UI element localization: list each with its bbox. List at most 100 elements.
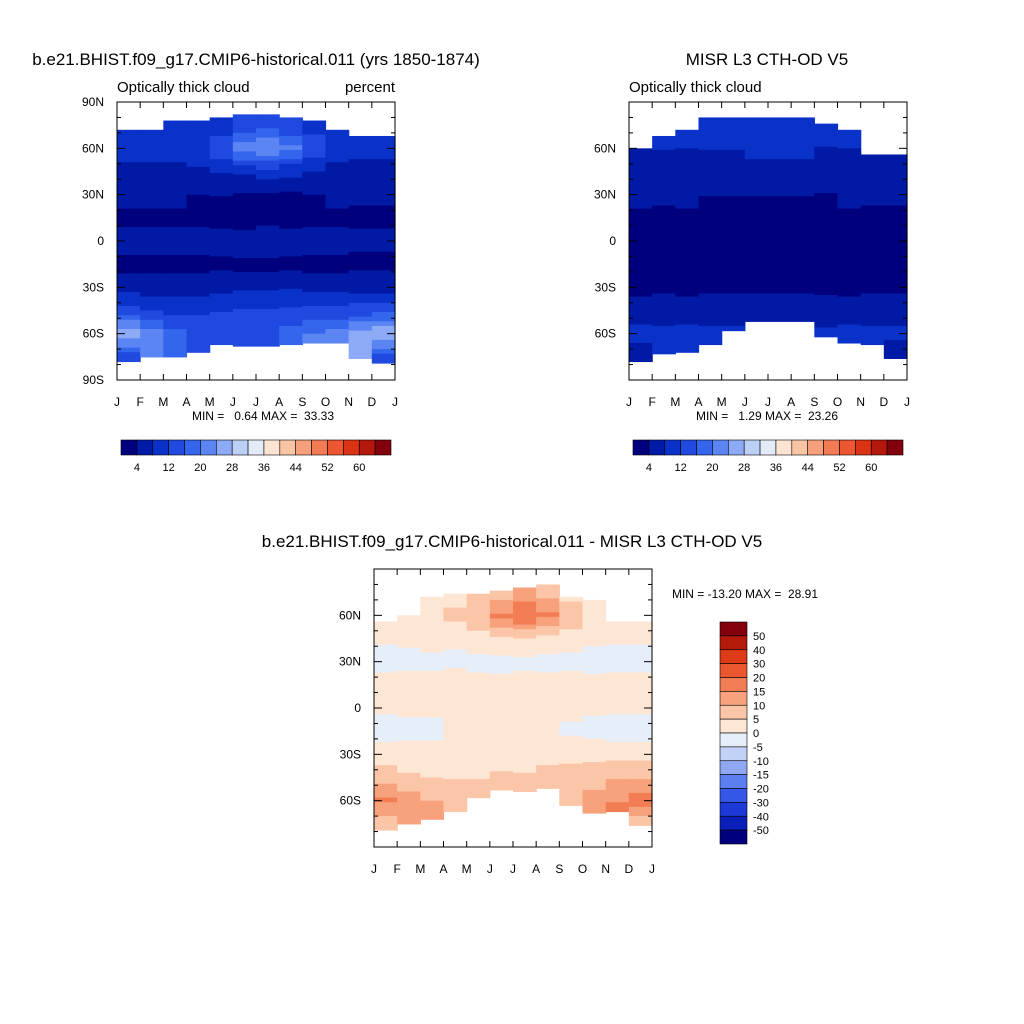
heatmap-cell (513, 782, 537, 788)
heatmap-cell (232, 285, 257, 292)
heatmap-cell (374, 681, 398, 687)
heatmap-cell (348, 330, 373, 336)
heatmap-cell (698, 261, 723, 267)
heatmap-cell (325, 199, 350, 205)
colorbar-swatch (680, 439, 697, 456)
heatmap-cell (489, 641, 514, 647)
heatmap-cell (559, 657, 584, 663)
heatmap-cell (814, 267, 839, 273)
heatmap-cell (163, 134, 188, 140)
heatmap-cell (883, 298, 908, 304)
heatmap-cell (582, 715, 607, 721)
heatmap-cell (420, 791, 445, 797)
panel1-colorbar: 4 12 20 28 36 44 52 60 (120, 439, 392, 474)
heatmap-cell (744, 200, 769, 207)
colorbar-swatch (231, 439, 249, 456)
heatmap-cell (536, 709, 560, 715)
colorbar-swatch (719, 774, 748, 789)
heatmap-cell (302, 180, 327, 186)
heatmap-cell (443, 681, 468, 687)
heatmap-cell (466, 741, 491, 748)
heatmap-cell (302, 171, 327, 177)
heatmap-cell (163, 139, 188, 145)
heatmap-cell (721, 149, 746, 156)
heatmap-cell (371, 149, 396, 156)
heatmap-cell (768, 135, 792, 142)
heatmap-cell (605, 635, 630, 641)
heatmap-cell (140, 171, 164, 177)
heatmap-cell (489, 669, 514, 675)
heatmap-cell (536, 644, 560, 650)
heatmap-cell (536, 649, 560, 655)
heatmap-cell (582, 701, 607, 708)
heatmap-cell (443, 644, 468, 650)
heatmap-cell (443, 658, 468, 664)
heatmap-cell (420, 721, 445, 728)
heatmap-cell (348, 251, 373, 258)
heatmap-cell (513, 615, 537, 621)
heatmap-cell (443, 723, 468, 729)
heatmap-cell (559, 763, 584, 769)
heatmap-cell (605, 741, 630, 748)
heatmap-cell (140, 217, 164, 224)
heatmap-cell (397, 698, 421, 704)
heatmap-cell (371, 140, 396, 146)
heatmap-cell (628, 779, 653, 785)
heatmap-cell (302, 134, 327, 140)
heatmap-cell (698, 233, 723, 239)
heatmap-cell (605, 644, 630, 650)
heatmap-cell (791, 126, 815, 132)
heatmap-cell (397, 680, 421, 686)
heatmap-cell (117, 245, 141, 251)
heatmap-cell (791, 182, 815, 188)
heatmap-cell (232, 179, 257, 185)
heatmap-cell (325, 139, 350, 145)
heatmap-cell (721, 251, 746, 258)
heatmap-cell (186, 217, 211, 224)
heatmap-cell (791, 173, 815, 179)
heatmap-cell (698, 307, 723, 313)
heatmap-cell (513, 712, 537, 718)
heatmap-cell (675, 319, 700, 325)
heatmap-cell (582, 669, 607, 675)
heatmap-cell (256, 225, 280, 231)
heatmap-cell (466, 788, 491, 794)
heatmap-cell (559, 726, 584, 732)
heatmap-cell (582, 683, 607, 689)
heatmap-cell (837, 287, 862, 293)
heatmap-cell (652, 288, 676, 295)
heatmap-cell (768, 270, 792, 276)
heatmap-cell (140, 291, 164, 298)
heatmap-cell (279, 159, 303, 165)
heatmap-cell (420, 800, 445, 806)
heatmap-cell (466, 755, 491, 762)
heatmap-cell (791, 196, 815, 202)
heatmap-cell (232, 123, 257, 129)
heatmap-cell (721, 210, 746, 216)
heatmap-cell (883, 247, 908, 253)
heatmap-cell (371, 224, 396, 230)
heatmap-cell (279, 219, 303, 225)
heatmap-cell (325, 241, 350, 247)
heatmap-cell (883, 353, 908, 359)
heatmap-cell (466, 765, 491, 771)
heatmap-cell (374, 792, 398, 799)
colorbar-swatch (279, 439, 297, 456)
heatmap-cell (209, 256, 234, 262)
heatmap-cell (371, 353, 396, 359)
heatmap-cell (302, 143, 327, 149)
heatmap-cell (209, 182, 234, 188)
heatmap-cell (675, 139, 700, 145)
heatmap-cell (883, 274, 908, 281)
heatmap-cell (117, 180, 141, 186)
heatmap-cell (163, 254, 188, 261)
heatmap-cell (186, 241, 211, 247)
heatmap-cell (582, 627, 607, 633)
heatmap-cell (698, 126, 723, 132)
heatmap-cell (513, 726, 537, 732)
heatmap-cell (628, 700, 653, 706)
heatmap-cell (559, 717, 584, 723)
heatmap-cell (420, 666, 445, 672)
heatmap-cell (209, 339, 234, 346)
heatmap-cell (163, 278, 188, 284)
